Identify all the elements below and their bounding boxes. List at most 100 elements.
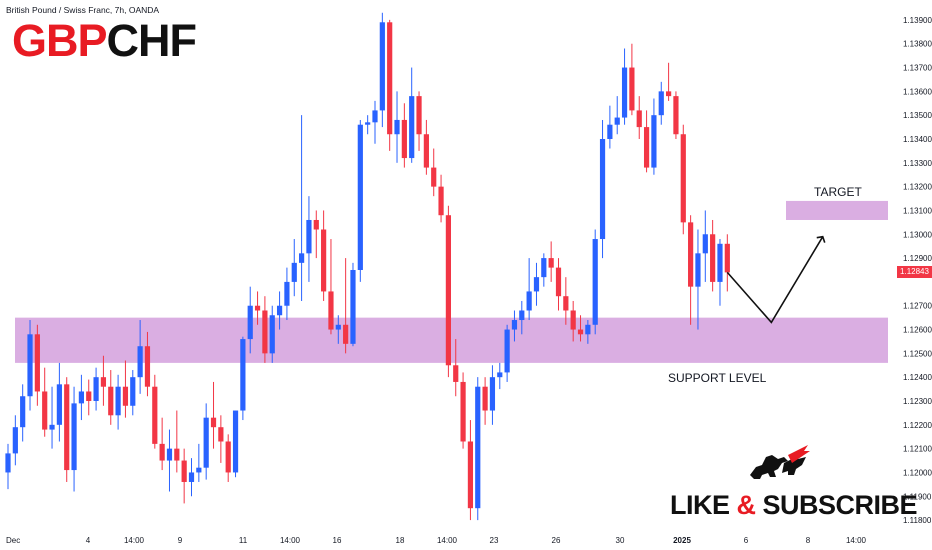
candle-body <box>166 448 173 461</box>
candle-body <box>34 334 40 392</box>
candle-body <box>196 467 202 473</box>
candle-body <box>321 229 327 292</box>
candle-body <box>328 291 334 330</box>
y-tick-label: 1.11900 <box>903 492 932 501</box>
cta-like: LIKE <box>670 490 730 520</box>
x-tick-label: Dec <box>6 536 20 545</box>
candle-body <box>299 253 305 263</box>
candle-body <box>350 270 356 344</box>
candle-body <box>577 329 584 335</box>
candle-body <box>643 127 650 168</box>
candle-body <box>541 258 547 278</box>
target-label: TARGET <box>814 185 862 199</box>
candle-body <box>438 186 444 216</box>
candle-body <box>144 346 151 387</box>
candle-body <box>100 377 107 387</box>
candle-body <box>203 417 209 468</box>
candle-body <box>20 396 26 428</box>
candle-body <box>453 365 459 382</box>
candle-body <box>629 67 635 111</box>
candle-body <box>673 96 679 135</box>
candle-body <box>12 427 18 454</box>
cta-subscribe: SUBSCRIBE <box>762 490 918 520</box>
y-tick-label: 1.13000 <box>903 230 932 239</box>
x-tick-label: 23 <box>490 536 499 545</box>
candle-body <box>137 346 143 378</box>
y-tick-label: 1.12700 <box>903 302 932 311</box>
candle-body <box>108 386 114 416</box>
y-tick-label: 1.12200 <box>903 421 932 430</box>
candle-body <box>379 22 385 111</box>
x-tick-label: 14:00 <box>437 536 458 545</box>
x-tick-label: 30 <box>616 536 625 545</box>
candle-body <box>115 386 121 416</box>
x-tick-label: 16 <box>333 536 342 545</box>
like-subscribe-cta: LIKE & SUBSCRIBE <box>670 490 918 521</box>
candle-body <box>122 386 129 406</box>
candle-body <box>702 234 708 254</box>
current-price-tag: 1.12843 <box>897 266 932 278</box>
candle-body <box>467 441 474 509</box>
candle-body <box>680 134 686 223</box>
candle-body <box>188 472 195 482</box>
candle-body <box>210 417 217 428</box>
y-tick-label: 1.12100 <box>903 445 932 454</box>
candle-body <box>159 443 165 461</box>
x-tick-label: 14:00 <box>280 536 301 545</box>
candle-body <box>284 281 290 306</box>
candle-body <box>387 22 393 135</box>
support-zone <box>15 317 888 363</box>
candle-body <box>614 117 620 125</box>
y-tick-label: 1.12600 <box>903 326 932 335</box>
projection-arrowhead <box>816 235 826 243</box>
candle-body <box>548 258 554 268</box>
candle-body <box>710 234 716 282</box>
candle-body <box>5 453 11 473</box>
candle-body <box>504 329 510 373</box>
candle-body <box>636 110 642 128</box>
candle-body <box>152 386 158 444</box>
candle-body <box>78 391 84 404</box>
candle-body <box>276 305 283 316</box>
y-tick-label: 1.13500 <box>903 111 932 120</box>
candle-body <box>240 339 246 411</box>
candle-body <box>555 267 562 297</box>
candle-body <box>27 334 33 397</box>
candle-body <box>563 296 569 311</box>
candle-body <box>269 315 275 354</box>
candle-body <box>599 139 606 240</box>
candle-body <box>357 124 363 270</box>
candle-body <box>306 219 312 254</box>
candle-body <box>526 291 532 311</box>
y-tick-label: 1.13300 <box>903 159 932 168</box>
candle-body <box>489 377 496 411</box>
candle-body <box>409 96 415 159</box>
y-tick-label: 1.13600 <box>903 87 932 96</box>
candle-body <box>431 167 437 187</box>
candle-body <box>658 91 664 116</box>
candle-body <box>445 215 451 366</box>
candle-body <box>174 448 180 461</box>
candle-body <box>585 324 591 335</box>
x-tick-label: 4 <box>86 536 91 545</box>
y-tick-label: 1.13800 <box>903 40 932 49</box>
candle-body <box>621 67 628 118</box>
candle-body <box>56 384 62 425</box>
projection-path <box>726 236 824 324</box>
candle-body <box>475 386 481 509</box>
candle-body <box>423 134 429 168</box>
candle-body <box>372 110 378 123</box>
x-tick-label: 9 <box>178 536 183 545</box>
y-tick-label: 1.13400 <box>903 135 932 144</box>
y-tick-label: 1.12000 <box>903 468 932 477</box>
candle-body <box>482 386 488 411</box>
candle-body <box>42 391 48 430</box>
ticker-chf: CHF <box>106 15 197 66</box>
y-tick-label: 1.13700 <box>903 64 932 73</box>
candle-body <box>511 320 518 330</box>
candle-body <box>717 243 723 282</box>
ticker-gbp: GBP <box>12 15 108 66</box>
x-tick-label: 11 <box>239 536 248 545</box>
candle-body <box>49 424 55 430</box>
